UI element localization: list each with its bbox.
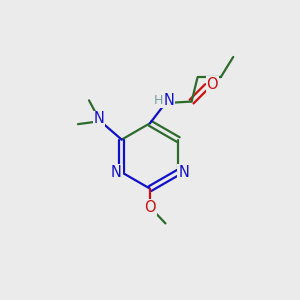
Text: N: N	[111, 165, 122, 180]
Text: N: N	[164, 93, 175, 108]
Text: N: N	[93, 111, 104, 126]
Text: H: H	[154, 94, 164, 107]
Text: O: O	[207, 77, 218, 92]
Text: N: N	[178, 165, 189, 180]
Text: O: O	[144, 200, 156, 215]
